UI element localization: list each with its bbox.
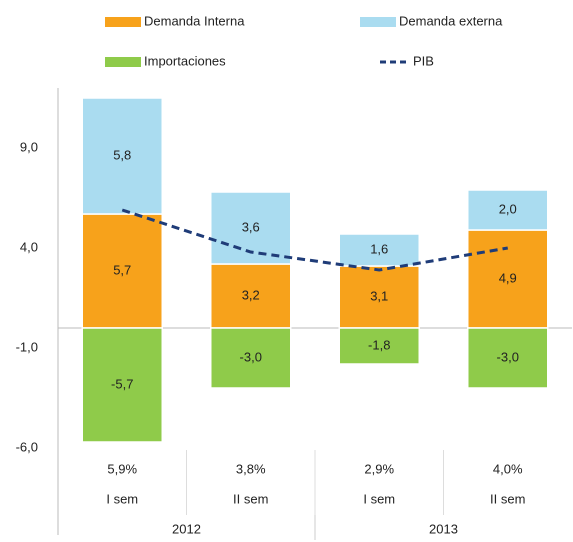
pib-label: 2,9%	[364, 461, 394, 476]
legend-swatch	[105, 17, 141, 27]
legend-swatch	[105, 57, 141, 67]
data-label: -5,7	[111, 376, 133, 391]
x-tick-label: I sem	[106, 491, 138, 506]
x-tick-label: II sem	[490, 491, 525, 506]
bar-segment	[210, 191, 292, 265]
y-tick-label: 4,0	[20, 239, 38, 254]
data-label: 1,6	[370, 241, 388, 256]
y-tick-label: -6,0	[16, 439, 38, 454]
y-tick-label: 9,0	[20, 139, 38, 154]
bar-segment	[467, 327, 549, 389]
bar-segment	[81, 213, 163, 329]
bar-segment	[210, 327, 292, 389]
pib-label: 5,9%	[107, 461, 137, 476]
line-series	[121, 208, 509, 272]
pib-label: 4,0%	[493, 461, 523, 476]
data-label: 3,1	[370, 288, 388, 303]
x-tick-label: II sem	[233, 491, 268, 506]
y-tick-label: -1,0	[16, 339, 38, 354]
group-label: 2013	[429, 521, 458, 536]
data-label: 3,2	[242, 287, 260, 302]
data-label: 5,7	[113, 262, 131, 277]
x-tick-label: I sem	[363, 491, 395, 506]
data-label: 4,9	[499, 270, 517, 285]
group-label: 2012	[172, 521, 201, 536]
bar-segment	[467, 189, 549, 231]
data-label: -1,8	[368, 337, 390, 352]
data-label: -3,0	[240, 349, 262, 364]
legend-swatch	[360, 17, 396, 27]
bar-segment	[338, 327, 420, 365]
pib-label: 3,8%	[236, 461, 266, 476]
bar-segment	[81, 327, 163, 443]
bar-segment	[338, 265, 420, 329]
data-label: -3,0	[497, 349, 519, 364]
legend-label: Demanda Interna	[144, 13, 245, 28]
bar-segment	[338, 233, 420, 267]
legend-label: Importaciones	[144, 53, 226, 68]
data-label: 5,8	[113, 147, 131, 162]
data-label: 2,0	[499, 201, 517, 216]
bar-segment	[81, 97, 163, 215]
legend-label: Demanda externa	[399, 13, 503, 28]
data-label: 3,6	[242, 219, 260, 234]
legend-label: PIB	[413, 53, 434, 68]
